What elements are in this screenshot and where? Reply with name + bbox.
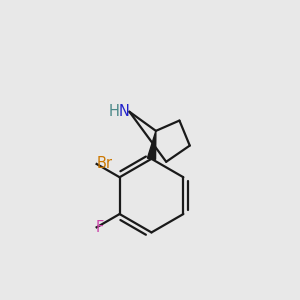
Text: N: N [119,104,130,119]
Text: H: H [109,104,119,119]
Text: Br: Br [97,156,113,171]
Text: F: F [96,220,104,236]
Polygon shape [147,131,156,160]
